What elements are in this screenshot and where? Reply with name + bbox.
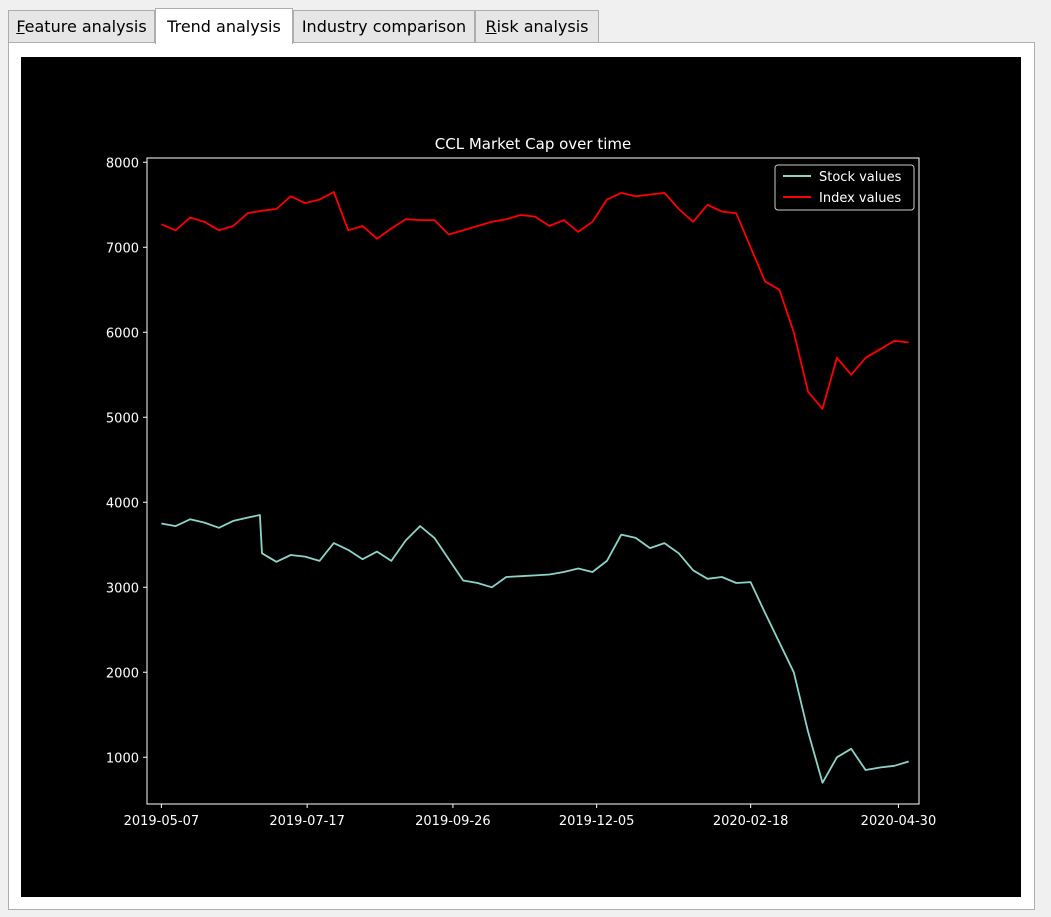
x-tick-label: 2019-12-05 bbox=[559, 814, 635, 829]
x-axis: 2019-05-07 2019-07-17 2019-09-26 2019-12-05… bbox=[124, 804, 937, 829]
stock-values-line bbox=[161, 514, 909, 784]
x-tick-label: 2019-09-26 bbox=[415, 814, 491, 829]
plot-frame bbox=[146, 157, 920, 805]
y-tick-label: 2000 bbox=[106, 666, 139, 681]
x-tick-label: 2019-05-07 bbox=[124, 814, 200, 829]
series-lines bbox=[161, 191, 909, 784]
y-tick-label: 6000 bbox=[106, 326, 139, 341]
index-values-line bbox=[161, 191, 909, 410]
chart-canvas: CCL Market Cap over time 1000 2000 3000 400… bbox=[21, 57, 1021, 897]
x-tick-label: 2020-04-30 bbox=[861, 814, 937, 829]
y-tick-label: 4000 bbox=[106, 496, 139, 511]
tab-label: Risk analysis bbox=[485, 17, 589, 36]
x-tick-label: 2019-07-17 bbox=[269, 814, 345, 829]
tab-label: Trend analysis bbox=[167, 17, 281, 36]
y-tick-label: 3000 bbox=[106, 581, 139, 596]
y-tick-label: 7000 bbox=[106, 241, 139, 256]
tab-feature-analysis[interactable]: Feature analysis bbox=[8, 10, 155, 42]
legend-label-index: Index values bbox=[819, 191, 901, 206]
legend-label-stock: Stock values bbox=[819, 170, 902, 185]
tab-industry-comparison[interactable]: Industry comparison bbox=[293, 10, 475, 42]
y-tick-label: 1000 bbox=[106, 751, 139, 766]
chart-title: CCL Market Cap over time bbox=[435, 135, 631, 153]
tab-trend-analysis[interactable]: Trend analysis bbox=[155, 8, 293, 44]
y-tick-label: 5000 bbox=[106, 411, 139, 426]
tab-label: Industry comparison bbox=[301, 17, 467, 36]
y-tick-label: 8000 bbox=[106, 156, 139, 171]
tab-label: Feature analysis bbox=[16, 17, 147, 36]
x-tick-label: 2020-02-18 bbox=[713, 814, 789, 829]
tab-risk-analysis[interactable]: Risk analysis bbox=[475, 10, 599, 42]
legend: Stock values Index values bbox=[774, 164, 915, 211]
line-chart: CCL Market Cap over time 1000 2000 3000 400… bbox=[106, 135, 937, 829]
y-axis: 1000 2000 3000 4000 5000 6000 7000 8000 bbox=[106, 156, 147, 766]
